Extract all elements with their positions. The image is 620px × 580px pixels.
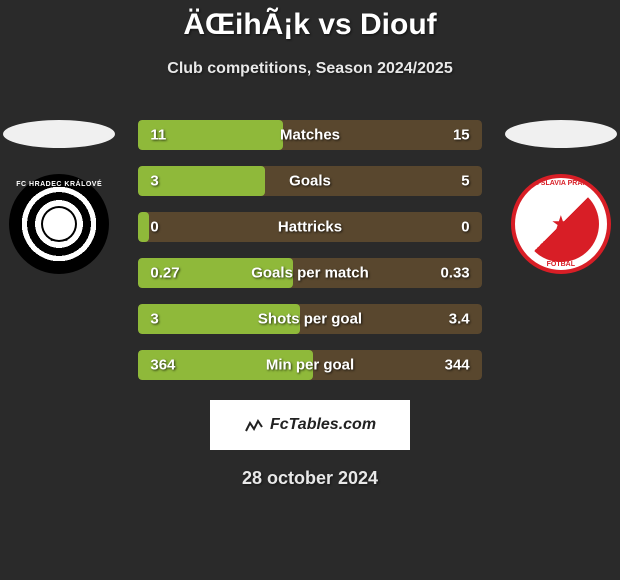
stat-label: Shots per goal <box>258 311 362 328</box>
stat-label: Goals <box>289 173 331 190</box>
page-subtitle: Club competitions, Season 2024/2025 <box>0 60 620 78</box>
stat-left-value: 364 <box>150 357 175 374</box>
stat-left-value: 3 <box>150 173 158 190</box>
stat-fill <box>138 212 148 242</box>
stat-right-value: 0 <box>461 219 469 236</box>
brand-text: FcTables.com <box>270 416 376 434</box>
stat-label: Matches <box>280 127 340 144</box>
stat-row: 3 Shots per goal 3.4 <box>138 304 481 334</box>
stat-right-value: 0.33 <box>440 265 469 282</box>
hradec-badge-text: FC HRADEC KRÁLOVÉ <box>12 181 106 188</box>
stats-bars: 11 Matches 15 3 Goals 5 0 Hattricks 0 0.27 Goals p… <box>138 120 481 380</box>
date-text: 28 october 2024 <box>0 468 620 489</box>
fctables-logo-icon <box>244 415 264 435</box>
stat-left-value: 0 <box>150 219 158 236</box>
stat-left-value: 0.27 <box>150 265 179 282</box>
left-ellipse-placeholder <box>3 120 115 148</box>
stat-right-value: 3.4 <box>449 311 470 328</box>
left-team-col: FC HRADEC KRÁLOVÉ 1905 <box>0 120 118 274</box>
hradec-badge-year: 1905 <box>12 234 106 243</box>
brand-box: FcTables.com <box>210 400 410 450</box>
stat-right-value: 344 <box>445 357 470 374</box>
right-team-col: SK SLAVIA PRAHA ★ FOTBAL <box>502 120 620 274</box>
stat-left-value: 11 <box>150 127 166 144</box>
stat-label: Min per goal <box>266 357 354 374</box>
slavia-badge-text-bottom: FOTBAL <box>515 261 607 268</box>
stat-right-value: 15 <box>453 127 470 144</box>
stat-right-value: 5 <box>461 173 469 190</box>
stat-row: 0.27 Goals per match 0.33 <box>138 258 481 288</box>
stat-row: 0 Hattricks 0 <box>138 212 481 242</box>
star-icon: ★ <box>551 211 571 237</box>
page-title: ÄŒihÃ¡k vs Diouf <box>0 8 620 42</box>
hradec-badge: FC HRADEC KRÁLOVÉ 1905 <box>9 174 109 274</box>
stat-label: Goals per match <box>251 265 369 282</box>
right-ellipse-placeholder <box>505 120 617 148</box>
slavia-badge: SK SLAVIA PRAHA ★ FOTBAL <box>511 174 611 274</box>
stat-row: 364 Min per goal 344 <box>138 350 481 380</box>
stat-label: Hattricks <box>278 219 342 236</box>
stat-left-value: 3 <box>150 311 158 328</box>
comparison-layout: FC HRADEC KRÁLOVÉ 1905 11 Matches 15 3 Goals… <box>0 120 620 380</box>
root: ÄŒihÃ¡k vs Diouf Club competitions, Seas… <box>0 0 620 489</box>
stat-row: 3 Goals 5 <box>138 166 481 196</box>
stat-row: 11 Matches 15 <box>138 120 481 150</box>
